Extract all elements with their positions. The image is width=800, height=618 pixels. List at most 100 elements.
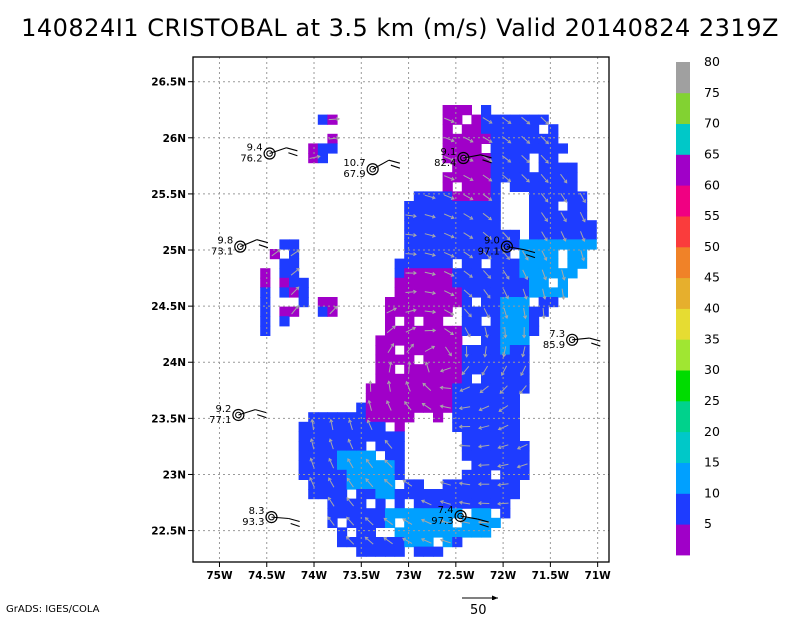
wind-cell (538, 201, 549, 212)
wind-cell (471, 402, 482, 413)
wind-vector-head (345, 536, 350, 540)
wind-cell (548, 239, 559, 250)
wind-cell (557, 181, 568, 192)
wind-cell (529, 268, 540, 279)
colorbar-swatch (676, 462, 690, 494)
wind-cell (481, 239, 492, 250)
wind-barb (269, 147, 287, 155)
wind-cell (509, 287, 520, 298)
wind-cell (519, 181, 530, 192)
wind-vector-head (516, 464, 521, 469)
wind-vector (498, 463, 509, 467)
wind-cell (356, 546, 367, 557)
wind-cell (433, 373, 444, 384)
wind-vector (540, 116, 549, 125)
wind-vector (522, 346, 526, 357)
colorbar: 5 10 15 20 25 30 35 40 45 50 55 60 65 70 75 80 (676, 54, 720, 556)
wind-cell (433, 498, 444, 509)
wind-cell (490, 373, 501, 384)
wind-vector-head (507, 120, 512, 124)
wind-cell (423, 335, 434, 346)
wind-cell (519, 354, 530, 365)
colorbar-label: 40 (704, 301, 720, 316)
wind-cell (375, 441, 386, 452)
wind-cell (519, 277, 530, 288)
wind-vector (540, 173, 549, 183)
wind-vector (310, 438, 315, 450)
wind-cell (394, 527, 405, 538)
wind-cell (548, 220, 559, 231)
wind-barb-flag (255, 409, 267, 414)
wind-cell (529, 143, 540, 154)
wind-cell (337, 508, 348, 519)
wind-cell (519, 162, 530, 173)
wind-cell (442, 373, 453, 384)
wind-vector-head (439, 500, 444, 504)
wind-cell (365, 450, 376, 461)
wind-vector-head (524, 276, 529, 281)
wind-barb-flag (479, 523, 489, 528)
wind-cell (548, 201, 559, 212)
wind-cell (471, 393, 482, 404)
wind-cell (394, 546, 405, 557)
wind-cell (375, 354, 386, 365)
wind-vector-head (431, 233, 436, 238)
wind-cell (433, 546, 444, 557)
wind-vector (498, 483, 509, 486)
wind-vector (405, 253, 417, 255)
wind-vector (504, 327, 506, 338)
wind-vector-head (450, 253, 455, 258)
wind-vector (459, 406, 471, 409)
wind-vector (440, 539, 451, 544)
lon-tick-label: 71.5W (532, 570, 570, 582)
wind-vector-head (488, 197, 493, 201)
wind-vector-head (383, 537, 388, 541)
wind-vector-head (388, 361, 393, 366)
wind-vector (482, 193, 492, 201)
wind-cell (423, 258, 434, 269)
wind-vector-head (545, 140, 549, 145)
wind-cell (317, 306, 328, 317)
wind-vector-head (346, 477, 351, 482)
wind-vector-head (478, 407, 483, 412)
wind-vector-head (486, 294, 491, 299)
wind-vector-head (410, 343, 414, 348)
wind-vector-head (526, 140, 531, 144)
wind-barb-flag (256, 239, 269, 244)
wind-vector (309, 155, 320, 159)
wind-cell (538, 277, 549, 288)
wind-barb-flag (523, 249, 536, 254)
wind-vector (384, 479, 393, 487)
wind-cell (452, 297, 463, 308)
wind-cell (481, 450, 492, 461)
wind-cell (260, 277, 271, 288)
wind-cell (490, 172, 501, 183)
wind-vector-head (488, 158, 493, 163)
wind-vector-head (488, 216, 493, 221)
wind-barb-flag (286, 147, 298, 152)
lon-tick-label: 71W (585, 570, 612, 582)
wind-vector-head (432, 328, 437, 333)
wind-vector-head (563, 179, 568, 184)
wind-barb-flag (482, 159, 492, 164)
wind-cell (529, 325, 540, 336)
wind-cell (461, 162, 472, 173)
wind-cell (375, 498, 386, 509)
wind-vector-head (505, 295, 509, 300)
wind-cell (452, 249, 463, 260)
wind-vector-head (384, 459, 388, 464)
colorbar-label: 15 (704, 455, 720, 470)
wind-cell (500, 450, 511, 461)
wind-vector (463, 232, 473, 239)
wind-vector (444, 328, 454, 335)
wind-cell (471, 258, 482, 269)
wind-vector (424, 214, 436, 218)
colorbar-label: 35 (704, 331, 720, 346)
wind-vector-head (499, 390, 504, 394)
colorbar-swatch (676, 62, 690, 94)
wind-cell (567, 258, 578, 269)
wind-cell (365, 469, 376, 480)
wind-vector (459, 482, 471, 486)
wind-vector-head (431, 345, 436, 350)
wind-vector-head (469, 254, 474, 259)
